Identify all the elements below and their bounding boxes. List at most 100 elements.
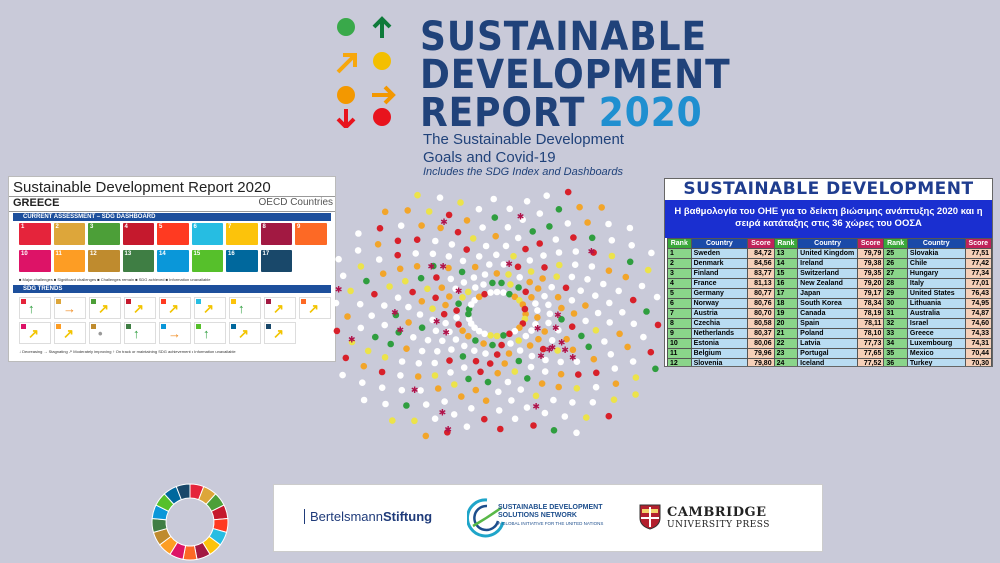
cambridge-shield-icon [639,504,661,530]
virus-icon: ✱ [558,338,566,348]
wheel-dot [601,338,608,345]
rank-cell: 31 [883,308,908,319]
sdg-tile-1: 1 [19,223,51,245]
rank-cell: 30 [883,298,908,309]
wheel-dot [563,335,570,343]
wheel-dot [481,290,488,298]
rank-cell: 5 [667,288,692,299]
wheel-dot [491,214,499,221]
wheel-dot [564,220,572,227]
bertelsmann-stiftung-logo: BertelsmannStiftung [304,509,432,524]
wheel-dot [475,327,483,335]
wheel-dot [570,310,578,317]
wheel-dot [532,300,539,307]
sdg-color-wheel-logo [151,483,229,561]
country-cell: Latvia [797,338,858,349]
wheel-dot [541,368,549,375]
virus-icon: ✱ [505,260,513,270]
wheel-dot [568,323,576,330]
wheel-dot [431,415,439,422]
virus-icon: ✱ [534,325,542,335]
wheel-dot [465,310,472,318]
rank-cell: 20 [773,318,799,329]
wheel-dot [471,347,478,354]
wheel-dot [465,315,473,323]
virus-icon: ✱ [433,317,441,327]
score-cell: 80,58 [747,318,775,329]
sdg-trends-row1: ↑ → ↗ ↗ ↗ ↗ ↑ ↗ ↗ [19,297,335,319]
wheel-dot [368,312,375,319]
score-cell: 79,35 [856,268,885,279]
wheel-dot [438,284,446,291]
wheel-dot [539,275,546,282]
greece-dashboard-panel: Sustainable Development Report 2020 GREE… [8,176,336,362]
wheel-dot [576,203,583,211]
wheel-dot [463,246,470,253]
sdg-trend-2: → [54,297,86,319]
wheel-dot [572,248,580,255]
ranking-title: SUSTAINABLE DEVELOPMENT REPORT 2020 [665,179,992,220]
wheel-dot [554,293,562,301]
wheel-dot [425,208,433,215]
wheel-dot [445,211,453,219]
wheel-dot [479,224,486,231]
wheel-dot [616,330,623,338]
table-row: 12 Slovenia 79,80 24 Iceland 77,52 36 Turkey 70,… [667,358,992,366]
country-cell: South Korea [797,298,858,309]
rank-cell: 9 [667,328,692,339]
wheel-dot [573,429,580,437]
wheel-dot [626,224,634,232]
wheel-dot [432,327,440,335]
score-cell: 78,34 [856,298,885,309]
current-assessment-header: CURRENT ASSESSMENT – SDG DASHBOARD [13,213,331,221]
virus-icon: ✱ [391,309,399,319]
wheel-dot [433,274,440,281]
sdg-color-marker [126,299,131,304]
wheel-dot [403,402,410,409]
arrow-right-icon [372,85,396,105]
wheel-dot [409,288,416,296]
wheel-dot [526,278,533,286]
country-cell: Spain [797,318,858,329]
table-row: 6 Norway 80,76 18 South Korea 78,34 30 Lithuani… [667,298,992,309]
wheel-dot [333,327,341,335]
wheel-dot [422,432,430,440]
rank-cell: 3 [667,268,692,279]
virus-icon: ✱ [532,403,540,413]
wheel-dot [360,362,368,370]
rank-cell: 8 [667,318,692,329]
wheel-dot [357,263,365,270]
wheel-dot [610,396,618,403]
country-cell: Sweden [690,248,749,259]
score-cell: 80,06 [747,338,775,349]
wheel-dot [629,358,637,365]
table-row: 10 Estonia 80,06 22 Latvia 77,73 34 Luxembourg 7… [667,338,992,349]
virus-icon: ✱ [554,311,562,321]
sdg-dashboard-row1: 1 2 3 4 5 6 7 8 9 [19,223,331,245]
wheel-dot [541,328,548,335]
wheel-dot [471,263,479,271]
sdg-tile-number: 1 [21,224,25,230]
wheel-dot [615,287,622,295]
column-header-co: Country [690,238,749,249]
sdg-tile-11: 11 [53,250,85,272]
wheel-dot [371,290,378,298]
sdg-tile-14: 14 [157,250,189,272]
rank-cell: 36 [883,358,908,366]
wheel-dot [590,355,598,363]
wheel-dot [447,369,454,376]
table-row: 5 Germany 80,77 17 Japan 79,17 29 United States… [667,288,992,299]
wheel-dot [402,277,409,285]
sdg-tile-number: 16 [228,251,235,257]
wheel-dot [440,310,448,318]
wheel-dot [590,249,597,256]
score-cell: 74,33 [964,328,992,339]
trend-arrow-icon: → [63,301,76,316]
wheel-dot [481,330,488,338]
wheel-dot [487,289,494,296]
wheel-dot [538,380,546,387]
score-cell: 79,38 [856,258,885,269]
wheel-dot [532,392,540,400]
virus-icon: ✱ [411,386,419,396]
score-cell: 78,10 [856,328,885,339]
